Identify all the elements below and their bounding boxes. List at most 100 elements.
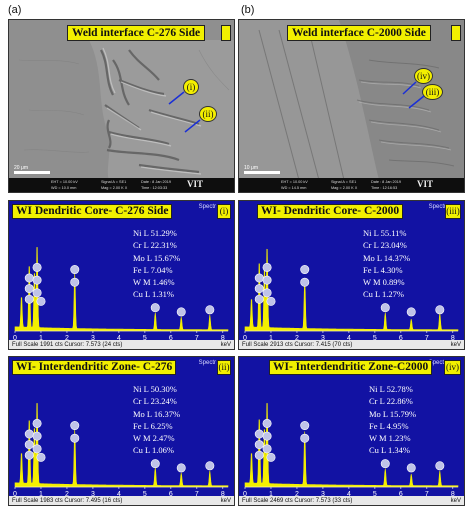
eds-point-label: (i) xyxy=(217,204,231,219)
spectrum-trace xyxy=(244,248,459,332)
eds-spectrum-plot: 0 1 2 3 4 5 6 7 8 xyxy=(239,201,464,349)
x-tick-label-2: 2 xyxy=(295,491,299,498)
element-marker-3 xyxy=(262,418,272,428)
x-tick-label-7: 7 xyxy=(425,335,429,342)
element-marker-8 xyxy=(150,303,160,313)
spectrum-background xyxy=(239,357,464,505)
x-tick-label-1: 1 xyxy=(269,491,273,498)
panel-letter-b: (b) xyxy=(241,4,255,16)
kev-unit: keV xyxy=(450,342,461,348)
element-marker-11 xyxy=(36,452,46,462)
kev-unit: keV xyxy=(450,498,461,504)
info-wd: WD = 14.5 mm xyxy=(281,186,307,190)
vit-logo: VIT xyxy=(417,179,434,189)
composition-w: W M 1.46% xyxy=(133,277,175,288)
element-marker-7 xyxy=(300,277,310,287)
info-signal: Signal A = SE1 xyxy=(331,180,357,184)
eds-title: WI- Dendritic Core- C-2000 xyxy=(257,204,404,219)
spectrum-label: Spectr xyxy=(198,204,216,210)
point-marker-iv: (iv) xyxy=(414,68,433,84)
x-tick-label-0: 0 xyxy=(13,491,17,498)
x-tick-label-6: 6 xyxy=(169,491,173,498)
x-tick-label-6: 6 xyxy=(169,335,173,342)
composition-list: Ni L 52.78% Cr L 22.86% Mo L 15.79% Fe L… xyxy=(369,383,416,457)
x-tick-label-1: 1 xyxy=(39,491,43,498)
x-tick-label-0: 0 xyxy=(243,491,247,498)
spectrum-footer xyxy=(9,496,234,505)
eds-spectrum-iv: 0 1 2 3 4 5 6 7 8 Spectr WI- Interdendritic Zone… xyxy=(238,356,465,506)
sem-title-cap xyxy=(221,25,231,41)
element-marker-6 xyxy=(70,265,80,275)
element-marker-9 xyxy=(176,463,186,473)
eds-spectrum-plot: 0 1 2 3 4 5 6 7 8 xyxy=(239,357,464,505)
element-marker-0 xyxy=(24,429,34,439)
panel-letter-a: (a) xyxy=(8,4,22,16)
composition-cr: Cr L 23.24% xyxy=(133,396,177,407)
full-scale-readout: Full Scale 2469 cts Cursor: 7.573 (33 ct… xyxy=(242,498,353,504)
x-tick-label-8: 8 xyxy=(451,491,455,498)
spectrum-trace xyxy=(14,403,229,488)
vit-logo: VIT xyxy=(187,179,204,189)
sem-title: Weld interface C-276 Side xyxy=(67,25,206,41)
composition-fe: Fe L 6.25% xyxy=(133,420,173,431)
composition-cu: Cu L 1.31% xyxy=(133,289,175,300)
x-tick-label-7: 7 xyxy=(425,491,429,498)
x-tick-label-0: 0 xyxy=(243,335,247,342)
info-wd: WD = 10.0 mm xyxy=(51,186,77,190)
element-marker-8 xyxy=(150,459,160,469)
spectrum-footer xyxy=(239,340,464,349)
eds-title: WI Dendritic Core- C-276 Side xyxy=(12,204,173,219)
composition-cr: Cr L 22.86% xyxy=(369,396,413,407)
sem-texture xyxy=(9,20,234,192)
element-marker-7 xyxy=(70,277,80,287)
sem-texture xyxy=(239,20,464,192)
sem-info-bar: EHT = 10.00 kV WD = 14.5 mm Signal A = S… xyxy=(239,178,464,192)
composition-ni: Ni L 50.30% xyxy=(133,384,177,394)
eds-spectrum-i: 0 1 2 3 4 5 6 7 8 Spectr WI Dendritic Core- C-27… xyxy=(8,200,235,350)
element-marker-4 xyxy=(262,431,272,441)
element-marker-7 xyxy=(300,433,310,443)
eds-spectrum-ii: 0 1 2 3 4 5 6 7 8 Spectr WI- Interdendritic Zone… xyxy=(8,356,235,506)
element-marker-6 xyxy=(300,265,310,275)
full-scale-readout: Full Scale 1983 cts Cursor: 7.495 (16 ct… xyxy=(12,498,123,504)
spectrum-label: Spectr xyxy=(198,360,216,366)
composition-w: W M 1.23% xyxy=(369,433,411,444)
composition-w: W M 0.89% xyxy=(363,277,405,288)
element-marker-11 xyxy=(266,452,276,462)
element-marker-3 xyxy=(32,418,42,428)
composition-fe: Fe L 4.30% xyxy=(363,264,403,275)
spectrum-label: Spectr xyxy=(428,204,446,210)
composition-mo: Mo L 14.37% xyxy=(363,252,411,263)
kev-unit: keV xyxy=(220,342,231,348)
composition-mo: Mo L 15.79% xyxy=(369,408,417,419)
composition-cr: Cr L 22.31% xyxy=(133,240,177,251)
x-tick-label-8: 8 xyxy=(221,335,225,342)
element-marker-2 xyxy=(254,450,264,460)
sem-info-bar: EHT = 10.00 kV WD = 10.0 mm Signal A = S… xyxy=(9,178,234,192)
composition-list: Ni L 55.11% Cr L 23.04% Mo L 14.37% Fe L… xyxy=(363,227,410,301)
eds-spectrum-plot: 0 1 2 3 4 5 6 7 8 xyxy=(9,201,234,349)
element-marker-10 xyxy=(205,461,215,471)
element-marker-1 xyxy=(254,284,264,294)
element-marker-0 xyxy=(254,273,264,283)
element-marker-2 xyxy=(24,450,34,460)
x-tick-label-7: 7 xyxy=(195,491,199,498)
composition-cu: Cu L 1.06% xyxy=(133,445,175,456)
composition-ni: Ni L 51.29% xyxy=(133,228,177,238)
spectrum-footer xyxy=(239,496,464,505)
x-tick-label-6: 6 xyxy=(399,335,403,342)
element-marker-4 xyxy=(32,431,42,441)
eds-point-label: (ii) xyxy=(217,360,231,375)
element-marker-9 xyxy=(406,307,416,317)
element-marker-11 xyxy=(266,296,276,306)
element-marker-9 xyxy=(406,463,416,473)
scale-bar xyxy=(14,171,50,174)
element-marker-3 xyxy=(32,262,42,272)
element-marker-2 xyxy=(24,294,34,304)
element-marker-10 xyxy=(205,305,215,315)
info-eht: EHT = 10.00 kV xyxy=(281,180,308,184)
eds-title: WI- Interdendritic Zone- C-276 xyxy=(12,360,177,375)
element-marker-5 xyxy=(32,288,42,298)
element-marker-1 xyxy=(24,284,34,294)
kev-unit: keV xyxy=(220,498,231,504)
